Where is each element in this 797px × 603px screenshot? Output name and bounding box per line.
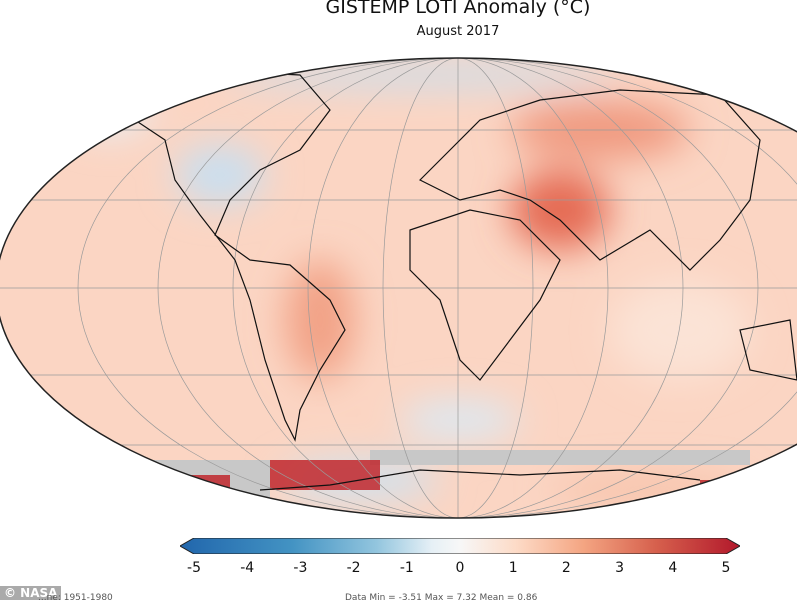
globe-outline <box>0 57 797 519</box>
colorbar-tick-label: -4 <box>240 560 255 576</box>
baseline-text: ...ne: 1951-1980 <box>38 593 113 603</box>
colorbar-tick-label: 4 <box>668 560 678 576</box>
colorbar <box>180 538 740 554</box>
colorbar-tick-label: 5 <box>721 560 731 576</box>
colorbar-tick-label: -1 <box>399 560 414 576</box>
graticule <box>0 58 797 518</box>
colorbar-tick-label: -5 <box>187 560 201 576</box>
map-title: GISTEMP LOTI Anomaly (°C) <box>325 0 591 18</box>
colorbar-tick-label: -3 <box>293 560 308 576</box>
colorbar-tick-label: 2 <box>561 560 571 576</box>
anomaly-map <box>0 57 797 519</box>
nasa-watermark: © NASA <box>0 586 62 600</box>
coastlines <box>119 69 797 491</box>
data-stats: Data Min = -3.51 Max = 7.32 Mean = 0.86 <box>345 593 538 603</box>
colorbar-tick-label: -2 <box>346 560 361 576</box>
colorbar-tick-label: 1 <box>508 560 518 576</box>
colorbar-tick-label: 0 <box>455 560 465 576</box>
colorbar-tick-label: 3 <box>615 560 625 576</box>
map-subtitle: August 2017 <box>416 24 500 39</box>
missing-data-region <box>110 460 270 510</box>
antarctic-hotspot <box>120 475 230 510</box>
